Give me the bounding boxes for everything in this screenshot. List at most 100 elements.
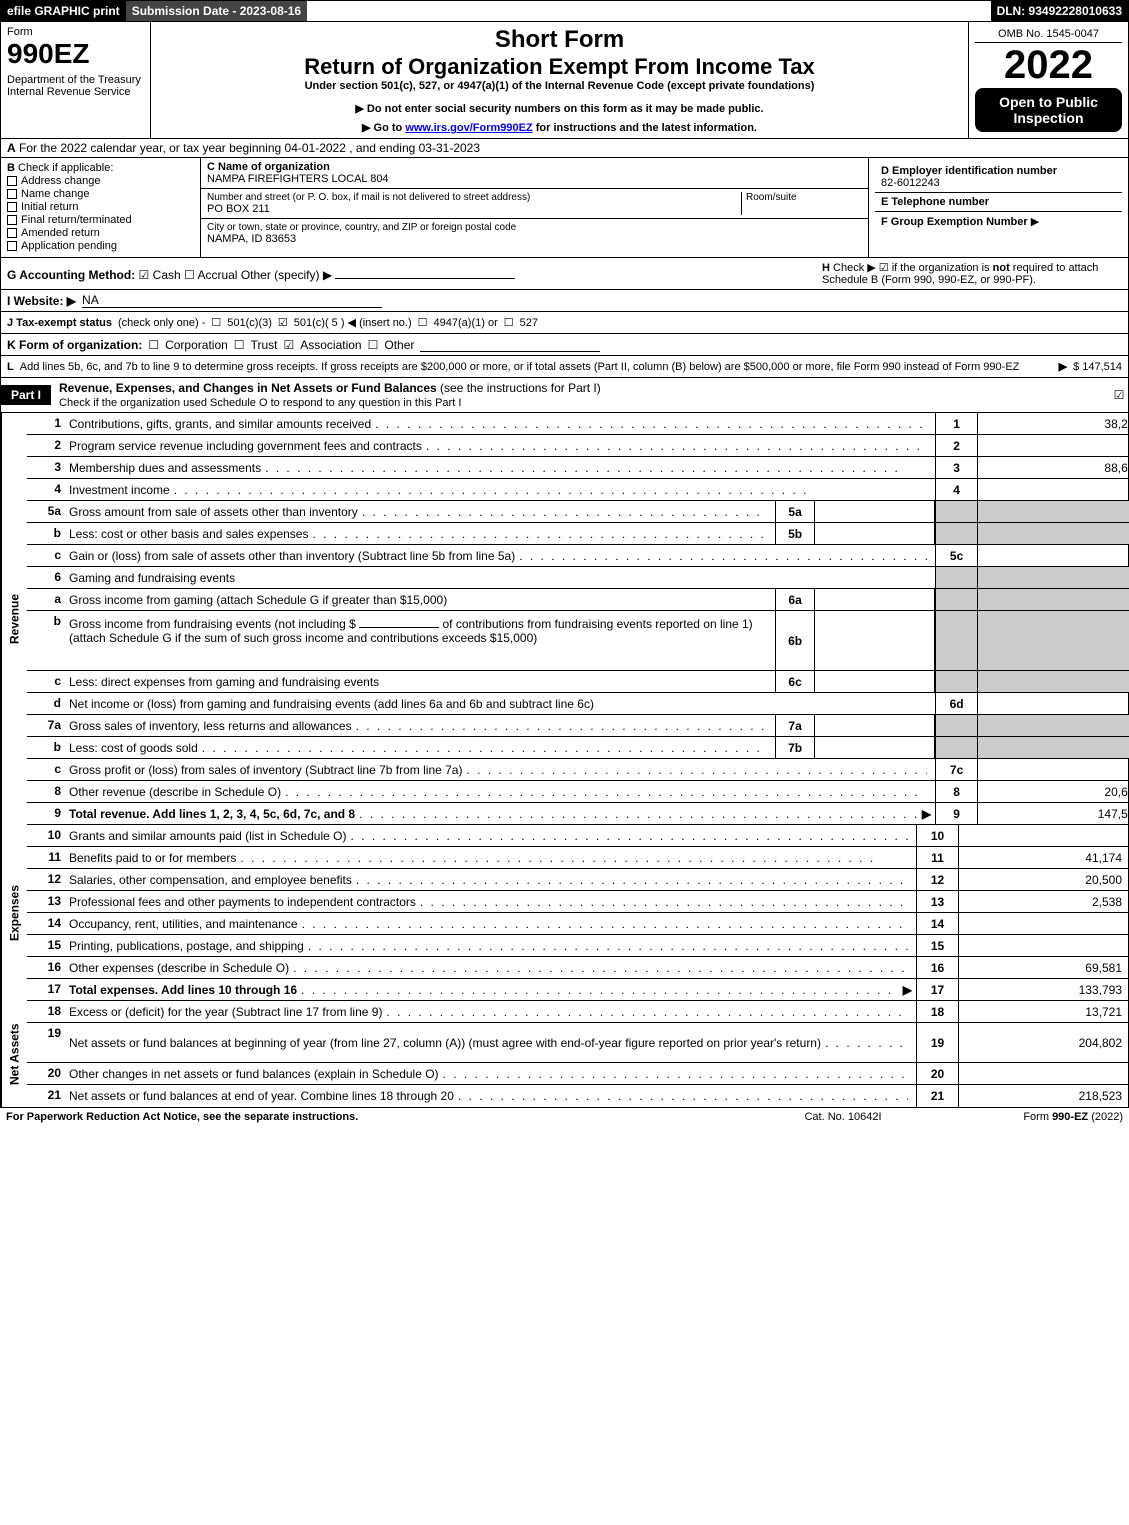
header-right: OMB No. 1545-0047 2022 Open to Public In… — [968, 22, 1128, 138]
a-label: A — [7, 141, 16, 155]
cb-other[interactable]: ☐ — [368, 338, 379, 352]
cb-4947[interactable]: ☐ — [418, 316, 428, 329]
footer-right: Form 990-EZ (2022) — [943, 1111, 1123, 1123]
line-6b: b Gross income from fundraising events (… — [27, 611, 1129, 671]
cb-application-pending[interactable]: Application pending — [7, 240, 194, 252]
cb-501c3[interactable]: ☐ — [211, 316, 221, 329]
line-desc: Net income or (loss) from gaming and fun… — [69, 697, 594, 711]
line-desc: Excess or (deficit) for the year (Subtra… — [69, 1005, 382, 1019]
line-value: 41,174 — [958, 847, 1128, 868]
line-ref: 9 — [935, 803, 977, 824]
goto-link[interactable]: www.irs.gov/Form990EZ — [405, 122, 532, 134]
cb-527[interactable]: ☐ — [504, 316, 514, 329]
line-ref: 4 — [935, 479, 977, 500]
sub-value — [815, 523, 935, 544]
netassets-grid: Net Assets 18 Excess or (deficit) for th… — [0, 1001, 1129, 1108]
website-value: NA — [82, 293, 382, 308]
footer-left: For Paperwork Reduction Act Notice, see … — [6, 1111, 743, 1123]
cb-address-change[interactable]: Address change — [7, 175, 194, 187]
k-o4: Other — [384, 338, 414, 352]
cb-amended-return[interactable]: Amended return — [7, 227, 194, 239]
line-desc: Other revenue (describe in Schedule O) — [69, 785, 281, 799]
line-ref: 5c — [935, 545, 977, 566]
f-arrow: ▶ — [1031, 216, 1039, 228]
line-desc: Gaming and fundraising events — [69, 571, 235, 585]
cb-name-change[interactable]: Name change — [7, 188, 194, 200]
footer-form-code: 990-EZ — [1052, 1111, 1088, 1123]
dots — [386, 1005, 908, 1019]
h-not: not — [993, 262, 1010, 274]
other-specify-blank[interactable] — [335, 265, 515, 279]
return-title: Return of Organization Exempt From Incom… — [157, 54, 962, 80]
checkbox-icon — [7, 189, 17, 199]
cb-assoc[interactable]: ☑ — [283, 338, 294, 352]
line-num: c — [27, 671, 65, 692]
k-other-blank[interactable] — [420, 338, 600, 352]
revenue-grid: Revenue 1 Contributions, gifts, grants, … — [0, 413, 1129, 825]
cb-initial-return[interactable]: Initial return — [7, 201, 194, 213]
line-value: 204,802 — [958, 1023, 1128, 1062]
line-value: 147,514 — [977, 803, 1129, 824]
line-value — [977, 545, 1129, 566]
goto-line: ▶ Go to www.irs.gov/Form990EZ for instru… — [157, 121, 962, 134]
h-label: H — [822, 262, 830, 274]
k-o2: Trust — [251, 338, 278, 352]
section-e: E Telephone number — [875, 193, 1122, 212]
checkbox-icon — [7, 215, 17, 225]
line-4: 4 Investment income 4 10 — [27, 479, 1129, 501]
line-5c: c Gain or (loss) from sale of assets oth… — [27, 545, 1129, 567]
line-desc: Net assets or fund balances at end of ye… — [69, 1089, 454, 1103]
line-desc: Salaries, other compensation, and employ… — [69, 873, 352, 887]
line-6: 6 Gaming and fundraising events — [27, 567, 1129, 589]
checkbox-icon — [7, 241, 17, 251]
form-header: Form 990EZ Department of the Treasury In… — [0, 22, 1129, 139]
cb-corp[interactable]: ☐ — [148, 338, 159, 352]
contrib-blank[interactable] — [359, 614, 439, 628]
line-num: 21 — [27, 1085, 65, 1107]
e-label: E Telephone number — [881, 196, 989, 208]
line-num: c — [27, 545, 65, 566]
dots — [312, 527, 767, 541]
ein-value: 82-6012243 — [881, 177, 1116, 189]
h-text-a: Check ▶ — [833, 262, 876, 274]
l-label: L — [7, 361, 14, 373]
section-bcdef: B Check if applicable: Address change Na… — [0, 158, 1129, 258]
line-num: 5a — [27, 501, 65, 522]
cb-501c[interactable]: ☑ — [278, 316, 288, 329]
shaded-cell — [935, 501, 977, 522]
checkbox-icon — [7, 176, 17, 186]
line-desc: Other expenses (describe in Schedule O) — [69, 961, 289, 975]
footer-catno: Cat. No. 10642I — [743, 1111, 943, 1123]
part1-checkbox[interactable]: ☑ — [1110, 388, 1128, 402]
c-name: C Name of organization NAMPA FIREFIGHTER… — [201, 158, 868, 189]
sub-value — [815, 737, 935, 758]
line-ref: 8 — [935, 781, 977, 802]
line-ref: 19 — [916, 1023, 958, 1062]
line-value: 218,523 — [958, 1085, 1128, 1107]
footer-year: (2022) — [1088, 1111, 1123, 1123]
line-20: 20 Other changes in net assets or fund b… — [27, 1063, 1128, 1085]
shaded-cell — [935, 523, 977, 544]
line-ref: 10 — [916, 825, 958, 846]
line-19: 19 Net assets or fund balances at beginn… — [27, 1023, 1128, 1063]
part1-header: Part I Revenue, Expenses, and Changes in… — [0, 378, 1129, 413]
dots — [466, 763, 927, 777]
cb-accrual[interactable]: ☐ — [184, 268, 195, 282]
line-desc: Less: direct expenses from gaming and fu… — [69, 675, 379, 689]
i-label: I Website: ▶ — [7, 294, 76, 308]
cb-final-return[interactable]: Final return/terminated — [7, 214, 194, 226]
line-num: 6 — [27, 567, 65, 588]
line-value — [958, 1063, 1128, 1084]
dots — [825, 1036, 908, 1050]
shaded-cell — [935, 611, 977, 670]
sub-ref: 7b — [775, 737, 815, 758]
shaded-cell — [935, 589, 977, 610]
cb-trust[interactable]: ☐ — [234, 338, 245, 352]
cb-cash[interactable]: ☑ — [139, 268, 150, 282]
line-8: 8 Other revenue (describe in Schedule O)… — [27, 781, 1129, 803]
line-15: 15 Printing, publications, postage, and … — [27, 935, 1128, 957]
line-10: 10 Grants and similar amounts paid (list… — [27, 825, 1128, 847]
sub-value — [815, 671, 935, 692]
street-value: PO BOX 211 — [207, 203, 737, 215]
cb-h[interactable]: ☑ — [879, 262, 889, 274]
